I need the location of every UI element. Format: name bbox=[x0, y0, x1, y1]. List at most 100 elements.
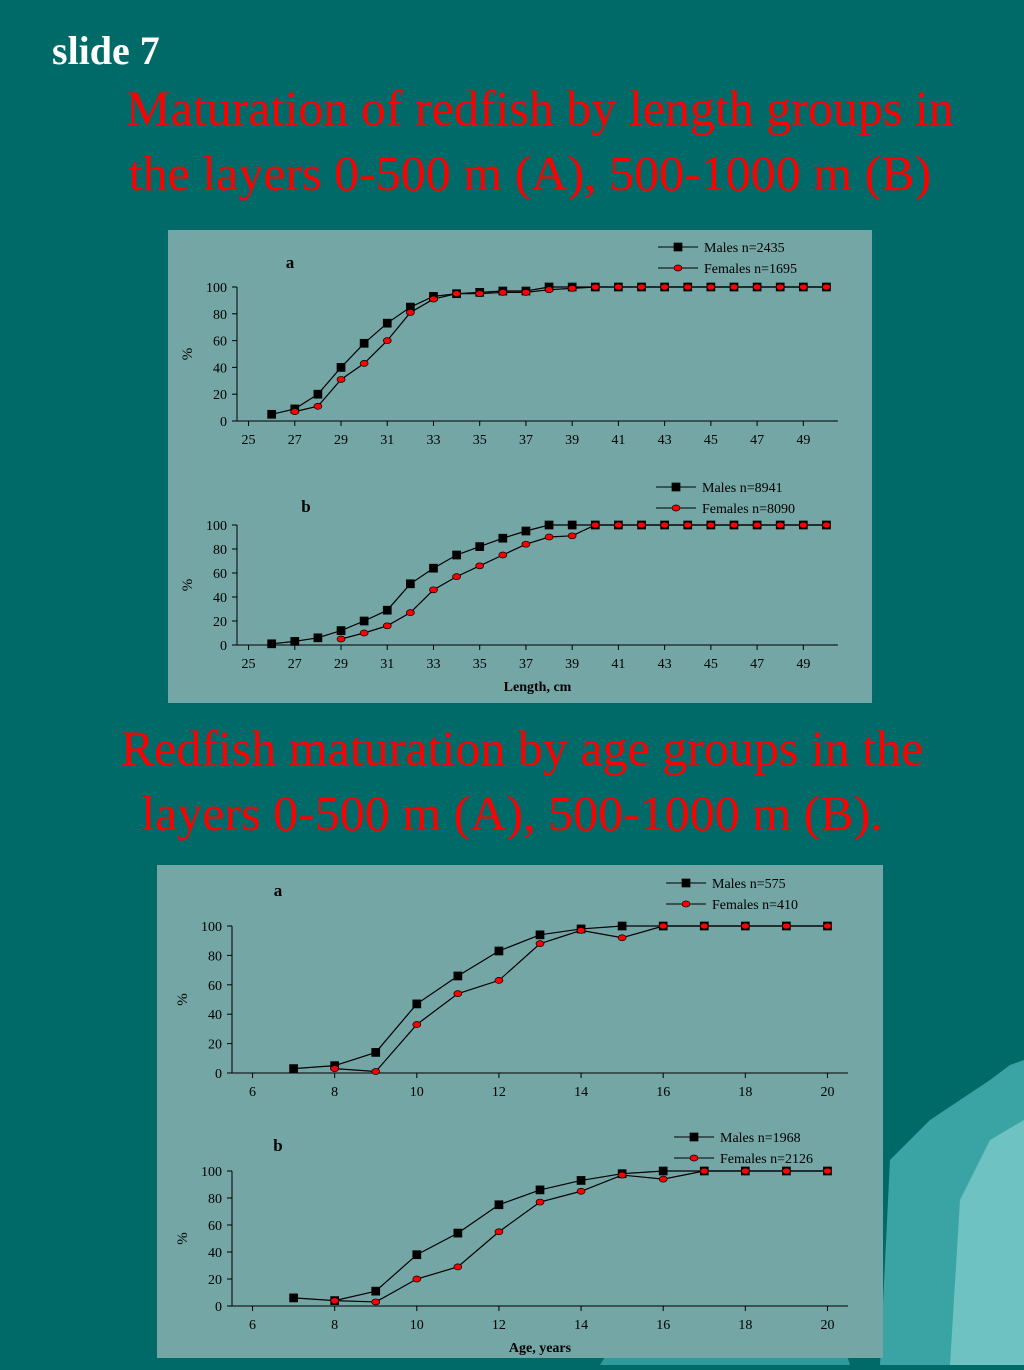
heading: layers 0-500 m (A), 500-1000 m (B). bbox=[141, 785, 883, 841]
y-tick-label: 20 bbox=[213, 388, 227, 403]
marker bbox=[535, 940, 545, 947]
marker bbox=[660, 283, 669, 291]
legend-label: Females n=8090 bbox=[702, 502, 795, 517]
y-axis-label: % bbox=[180, 348, 196, 361]
legend-marker bbox=[689, 1132, 699, 1142]
marker bbox=[371, 1286, 381, 1296]
marker bbox=[406, 309, 415, 316]
marker bbox=[614, 521, 623, 529]
marker bbox=[453, 1263, 463, 1271]
marker bbox=[412, 1275, 422, 1283]
marker bbox=[637, 521, 646, 529]
legend-label: Males n=1968 bbox=[720, 1131, 801, 1146]
marker bbox=[775, 283, 785, 291]
legend-label: Females n=1695 bbox=[704, 262, 797, 277]
marker bbox=[699, 1167, 709, 1175]
marker bbox=[475, 562, 485, 570]
y-tick-label: 80 bbox=[213, 543, 227, 558]
marker bbox=[313, 402, 323, 410]
marker bbox=[614, 283, 623, 291]
marker bbox=[590, 521, 600, 529]
legend-marker bbox=[689, 1154, 699, 1162]
x-tick-label: 49 bbox=[796, 433, 810, 448]
x-tick-label: 6 bbox=[249, 1085, 256, 1100]
marker bbox=[521, 526, 531, 536]
marker bbox=[535, 1198, 545, 1206]
marker bbox=[521, 289, 531, 296]
marker bbox=[336, 376, 346, 383]
marker bbox=[775, 521, 785, 529]
marker bbox=[658, 1166, 668, 1176]
marker bbox=[544, 520, 554, 530]
y-tick-label: 20 bbox=[208, 1273, 222, 1288]
marker bbox=[729, 283, 739, 291]
x-tick-label: 29 bbox=[334, 657, 348, 672]
x-tick-label: 18 bbox=[738, 1085, 752, 1100]
marker bbox=[336, 363, 346, 372]
marker bbox=[336, 626, 346, 635]
marker bbox=[823, 922, 832, 930]
legend-marker bbox=[681, 878, 691, 888]
marker bbox=[406, 609, 415, 616]
slide-label: slide 7 bbox=[52, 28, 160, 73]
marker bbox=[452, 573, 461, 580]
marker bbox=[535, 930, 545, 940]
x-tick-label: 31 bbox=[380, 657, 394, 672]
y-tick-label: 0 bbox=[220, 639, 227, 654]
x-tick-label: 25 bbox=[242, 657, 256, 672]
marker bbox=[576, 927, 586, 934]
marker bbox=[567, 532, 577, 540]
legend-marker bbox=[671, 504, 681, 512]
marker bbox=[313, 633, 323, 643]
marker bbox=[382, 318, 392, 328]
x-tick-label: 39 bbox=[565, 433, 579, 448]
marker bbox=[313, 389, 323, 399]
marker bbox=[706, 521, 716, 529]
marker bbox=[382, 622, 392, 630]
x-tick-label: 27 bbox=[288, 433, 302, 448]
x-tick-label: 43 bbox=[658, 657, 672, 672]
x-tick-label: 33 bbox=[426, 433, 440, 448]
marker bbox=[289, 1064, 298, 1073]
x-tick-label: 45 bbox=[704, 433, 718, 448]
x-tick-label: 27 bbox=[288, 657, 302, 672]
x-tick-label: 37 bbox=[519, 657, 533, 672]
marker bbox=[494, 1200, 504, 1210]
y-tick-label: 20 bbox=[208, 1038, 222, 1053]
marker bbox=[567, 520, 577, 530]
marker bbox=[567, 284, 577, 292]
x-tick-label: 12 bbox=[492, 1318, 506, 1333]
y-tick-label: 60 bbox=[208, 1219, 222, 1234]
marker bbox=[382, 605, 392, 615]
marker bbox=[453, 990, 463, 997]
x-tick-label: 8 bbox=[331, 1318, 338, 1333]
chart-title: a bbox=[286, 253, 295, 272]
chart-title: a bbox=[274, 881, 283, 900]
y-tick-label: 0 bbox=[215, 1300, 222, 1315]
heading: the layers 0-500 m (A), 500-1000 m (B) bbox=[129, 145, 932, 201]
marker bbox=[544, 533, 554, 541]
marker bbox=[740, 922, 750, 930]
marker bbox=[429, 563, 438, 573]
marker bbox=[822, 283, 831, 291]
y-tick-label: 20 bbox=[213, 615, 227, 630]
marker bbox=[576, 1176, 586, 1185]
x-tick-label: 45 bbox=[704, 657, 718, 672]
legend-marker bbox=[673, 242, 683, 252]
marker bbox=[498, 289, 508, 296]
marker bbox=[330, 1065, 340, 1072]
legend-label: Males n=2435 bbox=[704, 241, 785, 256]
legend-marker bbox=[673, 264, 683, 272]
marker bbox=[637, 283, 646, 291]
marker bbox=[371, 1298, 381, 1306]
x-tick-label: 41 bbox=[611, 433, 625, 448]
x-tick-label: 20 bbox=[820, 1318, 834, 1333]
marker bbox=[453, 1228, 463, 1238]
marker bbox=[576, 1187, 586, 1195]
marker bbox=[683, 521, 693, 529]
marker bbox=[359, 629, 369, 637]
x-tick-label: 16 bbox=[656, 1085, 670, 1100]
marker bbox=[267, 409, 277, 419]
